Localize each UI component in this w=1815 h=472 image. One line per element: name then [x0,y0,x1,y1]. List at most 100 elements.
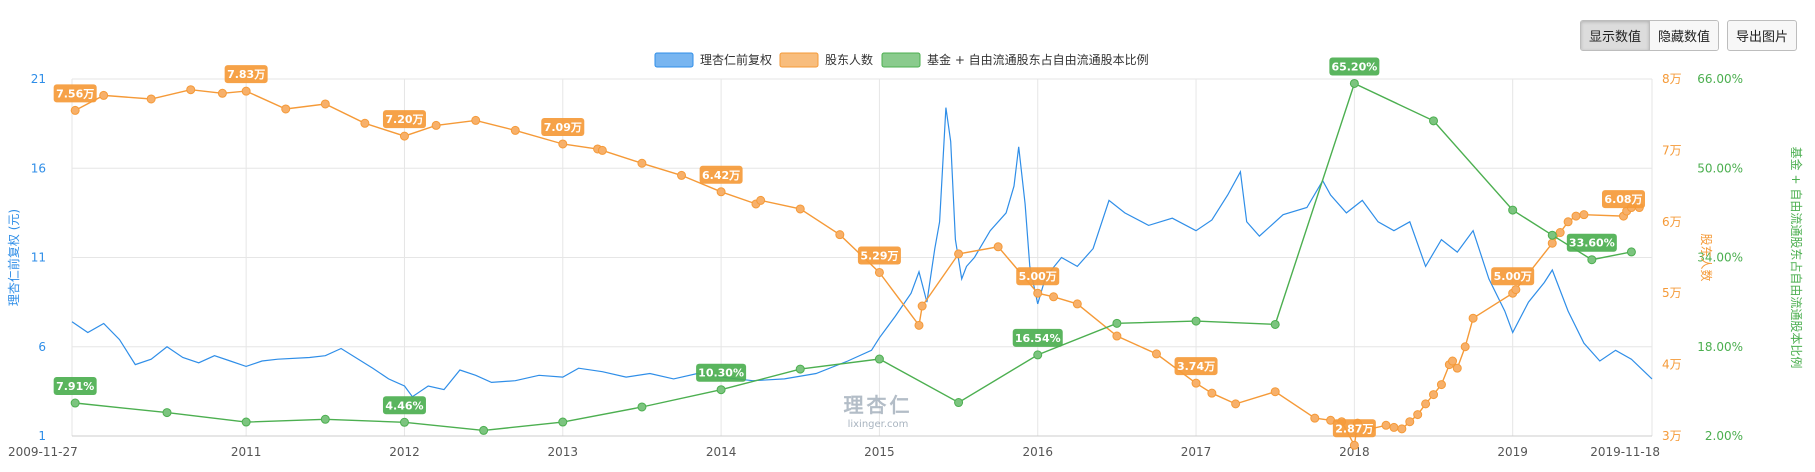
left-axis-tick-label: 16 [31,161,46,175]
holders-data-point [431,120,441,130]
holders-data-point [954,249,964,259]
holders-data-point [281,104,291,114]
holders-data-label: 7.56万 [53,84,97,103]
export-image-button[interactable]: 导出图片 [1726,20,1797,51]
data-label-text: 10.30% [698,367,744,380]
ratio-data-point [954,398,964,408]
holders-data-point [186,85,196,95]
x-tick-label: 2019-11-18 [1590,445,1660,459]
legend-item-price[interactable]: 理杏仁前复权 [654,52,772,68]
holders-data-point [1405,417,1415,427]
ratio-data-point [241,417,251,427]
data-label-text: 6.08万 [1604,193,1642,206]
ratio-data-label: 16.54% [1012,328,1063,347]
legend-item-holders[interactable]: 股东人数 [779,52,873,68]
right1-axis-tick-label: 4万 [1662,358,1682,372]
ratio-data-point [1270,319,1280,329]
ratio-data-point [1033,350,1043,360]
right1-axis-tick-label: 5万 [1662,286,1682,300]
legend-label: 基金 + 自由流通股东占自由流通股本比例 [927,52,1149,67]
data-label-text: 6.42万 [702,169,740,182]
holders-data-point [1571,211,1581,221]
data-label-box [1174,357,1218,376]
x-tick-label: 2014 [706,445,737,459]
ratio-data-point [1112,318,1122,328]
data-label-box [382,396,426,415]
right1-axis-tick-label: 3万 [1662,429,1682,443]
ratio-data-point [1547,230,1557,240]
holders-data-point [1460,342,1470,352]
data-label-box [53,377,97,396]
holders-data-point [1112,331,1122,341]
holders-data-point [917,301,927,311]
ratio-data-point [399,417,409,427]
hide-values-button[interactable]: 隐藏数值 [1648,21,1718,50]
ratio-data-label: 10.30% [696,363,747,382]
holders-data-point [1349,440,1359,450]
legend-label: 理杏仁前复权 [700,52,772,67]
right2-axis-tick-label: 50.00% [1697,161,1743,175]
data-label-box [699,165,743,184]
x-tick-label: 2019 [1497,445,1528,459]
ratio-data-point [1349,78,1359,88]
data-label-box [224,65,268,84]
holders-data-point [320,99,330,109]
data-label-text: 33.60% [1569,237,1615,250]
x-tick-label: 2012 [389,445,420,459]
data-label-box [1016,267,1060,286]
holders-data-label: 2.87万 [1332,419,1376,438]
holders-data-point [1555,228,1565,238]
data-label-box [382,110,426,129]
ratio-data-point [1191,316,1201,326]
data-label-text: 2.87万 [1335,422,1373,435]
holders-data-point [1436,380,1446,390]
holders-data-point [1191,378,1201,388]
data-label-box [1012,328,1063,347]
data-label-box [1329,57,1380,76]
right1-axis-tick-label: 6万 [1662,215,1682,229]
x-tick-label: 2013 [548,445,579,459]
holders-data-point [1413,410,1423,420]
right1-axis-title: 股东人数 [1699,233,1714,281]
x-tick-label: 2017 [1181,445,1212,459]
holders-data-point [1049,292,1059,302]
holders-data-point [1547,238,1557,248]
legend-swatch [654,52,694,68]
data-label-box [857,246,901,265]
holders-data-point [1397,424,1407,434]
holders-data-point [756,195,766,205]
data-label-text: 65.20% [1331,60,1377,73]
holders-data-label: 7.20万 [382,110,426,129]
holders-data-point [637,158,647,168]
holders-data-point [471,115,481,125]
holders-data-point [1270,387,1280,397]
holders-data-label: 7.83万 [224,65,268,84]
ratio-data-point [558,417,568,427]
holders-data-point [360,118,370,128]
legend-swatch [881,52,921,68]
holders-data-point [1231,399,1241,409]
ratio-data-point [795,364,805,374]
ratio-data-point [716,385,726,395]
data-label-text: 7.20万 [385,113,423,126]
legend-item-ratio[interactable]: 基金 + 自由流通股东占自由流通股本比例 [881,52,1149,68]
holders-data-label: 6.42万 [699,165,743,184]
holders-data-label: 5.29万 [857,246,901,265]
show-values-button[interactable]: 显示数值 [1580,21,1649,50]
holders-data-point [1563,217,1573,227]
holders-data-point [597,145,607,155]
value-toggle-group: 显示数值 隐藏数值 [1579,20,1719,51]
x-tick-label: 2015 [864,445,895,459]
data-label-box [53,84,97,103]
data-label-text: 3.74万 [1177,360,1215,373]
holders-data-label: 5.00万 [1016,267,1060,286]
holders-data-point [1207,388,1217,398]
ratio-data-point [479,425,489,435]
right1-axis-tick-label: 8万 [1662,72,1682,86]
right2-axis-tick-label: 18.00% [1697,340,1743,354]
holders-data-point [70,105,80,115]
holders-data-point [241,86,251,96]
holders-data-point [835,230,845,240]
holders-data-point [1511,285,1521,295]
holders-data-point [1151,349,1161,359]
